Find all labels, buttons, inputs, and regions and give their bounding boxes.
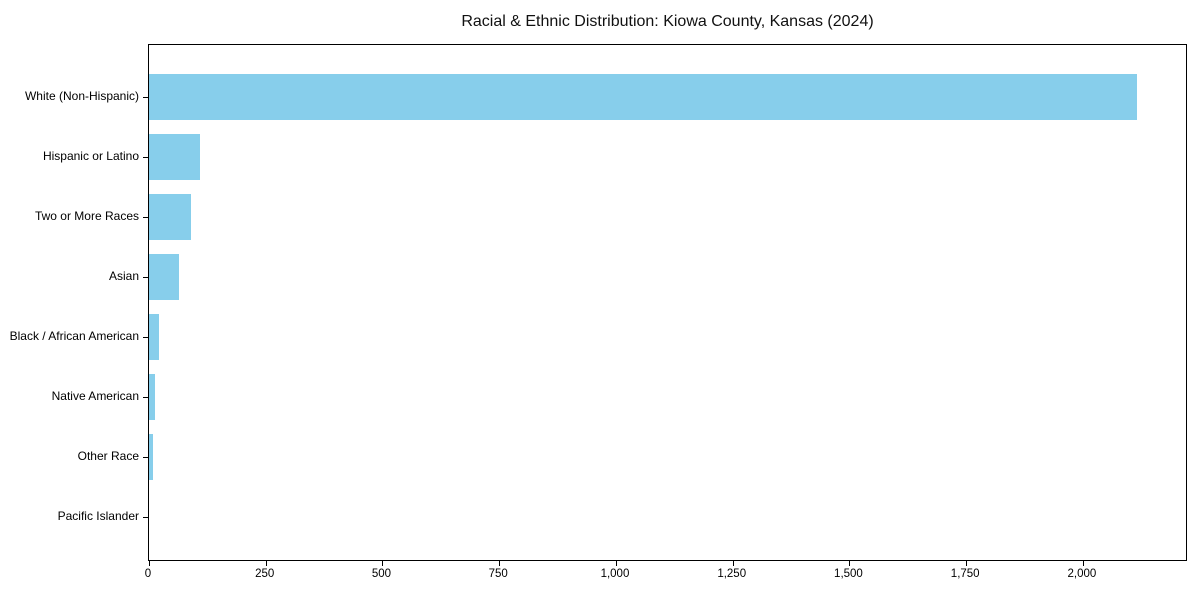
bar-native-american bbox=[149, 374, 155, 420]
x-axis-tick bbox=[265, 561, 267, 566]
y-axis-label: Other Race bbox=[77, 449, 139, 463]
x-axis-tick bbox=[966, 561, 968, 566]
x-axis-tick-label: 750 bbox=[488, 568, 508, 580]
x-axis-tick-label: 1,750 bbox=[950, 568, 980, 580]
x-axis-tick bbox=[1082, 561, 1084, 566]
x-axis-tick bbox=[849, 561, 851, 566]
y-axis-tick bbox=[143, 457, 148, 458]
bar-other-race bbox=[149, 434, 153, 480]
x-axis-tick bbox=[499, 561, 501, 566]
y-axis-tick bbox=[143, 277, 148, 278]
x-axis-tick-label: 1,500 bbox=[834, 568, 863, 580]
plot-area bbox=[143, 44, 1187, 566]
y-axis-tick bbox=[143, 217, 148, 218]
y-axis-label: Two or More Races bbox=[34, 209, 139, 223]
y-axis-tick bbox=[143, 517, 148, 518]
bar-asian bbox=[149, 254, 179, 300]
x-axis-tick bbox=[732, 561, 734, 566]
y-axis-tick bbox=[143, 337, 148, 338]
bar-black-african-american bbox=[149, 314, 160, 360]
y-axis-label: Pacific Islander bbox=[57, 509, 139, 523]
y-axis-label: White (Non-Hispanic) bbox=[24, 89, 139, 103]
x-axis-tick-label: 500 bbox=[371, 568, 392, 580]
y-axis-label: Black / African American bbox=[9, 329, 139, 343]
y-axis-label: Native American bbox=[51, 389, 139, 403]
y-axis-tick bbox=[143, 397, 148, 398]
x-axis-tick-label: 1,250 bbox=[717, 568, 747, 580]
x-axis-tick bbox=[149, 561, 150, 566]
x-axis-tick bbox=[382, 561, 384, 566]
y-axis-tick bbox=[143, 157, 148, 158]
x-axis-tick-label: 0 bbox=[144, 568, 152, 580]
bar-hispanic-or-latino bbox=[149, 134, 201, 180]
x-axis-tick-label: 250 bbox=[255, 568, 275, 580]
chart-title: Racial & Ethnic Distribution: Kiowa Coun… bbox=[461, 13, 874, 30]
x-axis-tick-label: 1,000 bbox=[600, 568, 630, 580]
x-axis-tick-label: 2,000 bbox=[1067, 568, 1097, 580]
bar-white-non-hispanic bbox=[149, 74, 1137, 120]
bar-two-or-more-races bbox=[149, 194, 192, 240]
x-axis-tick bbox=[615, 561, 617, 566]
y-axis-label: Hispanic or Latino bbox=[42, 149, 139, 163]
y-axis-label: Asian bbox=[108, 269, 139, 283]
y-axis-tick bbox=[143, 97, 148, 98]
